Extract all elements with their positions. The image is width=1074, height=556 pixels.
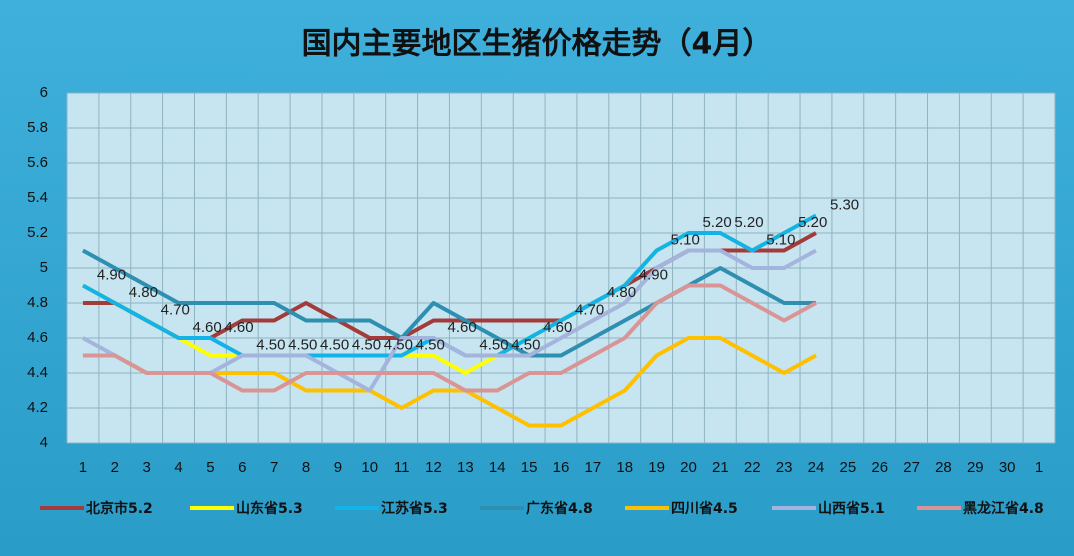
data-label: 4.50 <box>352 336 381 353</box>
y-tick-label: 5.6 <box>27 154 48 171</box>
y-tick-label: 5 <box>40 259 48 276</box>
data-label: 4.60 <box>543 319 572 336</box>
x-tick-label: 29 <box>967 459 984 476</box>
series-line <box>82 283 817 393</box>
x-tick-label: 1 <box>79 459 87 476</box>
x-tick-label: 26 <box>871 459 888 476</box>
legend-label: 江苏省5.3 <box>381 500 448 517</box>
y-tick-label: 4.6 <box>27 329 48 346</box>
x-tick-label: 27 <box>903 459 920 476</box>
legend-label: 黑龙江省4.8 <box>963 500 1044 517</box>
x-tick-label: 10 <box>361 459 378 476</box>
x-tick-label: 24 <box>808 459 825 476</box>
x-tick-label: 6 <box>238 459 246 476</box>
x-tick-label: 28 <box>935 459 952 476</box>
y-tick-label: 4 <box>40 434 48 451</box>
data-label: 5.20 <box>702 214 731 231</box>
y-tick-label: 5.8 <box>27 119 48 136</box>
data-label: 4.50 <box>320 336 349 353</box>
y-tick-label: 5.2 <box>27 224 48 241</box>
data-label: 4.50 <box>511 336 540 353</box>
x-tick-label: 7 <box>270 459 278 476</box>
data-label: 4.50 <box>288 336 317 353</box>
y-tick-label: 4.4 <box>27 364 48 381</box>
x-tick-label: 15 <box>521 459 538 476</box>
data-label: 4.90 <box>639 266 668 283</box>
x-tick-label: 2 <box>111 459 119 476</box>
x-tick-label: 3 <box>143 459 151 476</box>
data-label: 5.10 <box>766 231 795 248</box>
x-tick-label: 12 <box>425 459 442 476</box>
legend-label: 广东省4.8 <box>526 500 593 517</box>
x-tick-label: 14 <box>489 459 506 476</box>
data-label: 4.50 <box>479 336 508 353</box>
legend-label: 四川省4.5 <box>671 500 738 517</box>
x-tick-label: 5 <box>206 459 214 476</box>
x-tick-label: 11 <box>394 459 410 476</box>
x-tick-label: 13 <box>457 459 474 476</box>
x-tick-label: 4 <box>174 459 182 476</box>
x-tick-label: 25 <box>839 459 856 476</box>
data-label: 5.20 <box>798 214 827 231</box>
x-tick-label: 19 <box>648 459 665 476</box>
y-tick-label: 6 <box>40 84 48 101</box>
data-label: 4.80 <box>129 284 158 301</box>
chart-title: 国内主要地区生猪价格走势（4月） <box>302 27 773 62</box>
data-label: 4.60 <box>224 319 253 336</box>
data-label: 4.60 <box>448 319 477 336</box>
data-label: 4.50 <box>256 336 285 353</box>
series-line <box>81 248 816 358</box>
data-label: 4.50 <box>416 336 445 353</box>
legend-label: 北京市5.2 <box>86 500 153 517</box>
x-tick-label: 23 <box>776 459 793 476</box>
legend-label: 山西省5.1 <box>818 500 885 517</box>
data-label: 4.80 <box>607 284 636 301</box>
data-label: 4.90 <box>97 266 126 283</box>
data-label: 4.60 <box>193 319 222 336</box>
x-tick-label: 20 <box>680 459 697 476</box>
data-label: 5.20 <box>734 214 763 231</box>
data-label: 4.70 <box>575 301 604 318</box>
x-tick-label: 21 <box>712 459 729 476</box>
data-label: 5.30 <box>830 196 859 213</box>
data-label: 4.70 <box>161 301 190 318</box>
y-tick-label: 4.8 <box>27 294 48 311</box>
x-tick-label: 9 <box>334 459 342 476</box>
legend-label: 山东省5.3 <box>236 500 303 517</box>
x-tick-label: 18 <box>616 459 633 476</box>
x-tick-label: 22 <box>744 459 761 476</box>
data-label: 4.50 <box>384 336 413 353</box>
data-label: 5.10 <box>671 231 700 248</box>
x-tick-label: 16 <box>553 459 570 476</box>
x-tick-label: 30 <box>999 459 1016 476</box>
x-tick-label: 1 <box>1035 459 1043 476</box>
y-tick-label: 4.2 <box>27 399 48 416</box>
x-tick-label: 17 <box>585 459 602 476</box>
x-tick-label: 8 <box>302 459 310 476</box>
y-tick-label: 5.4 <box>27 189 48 206</box>
